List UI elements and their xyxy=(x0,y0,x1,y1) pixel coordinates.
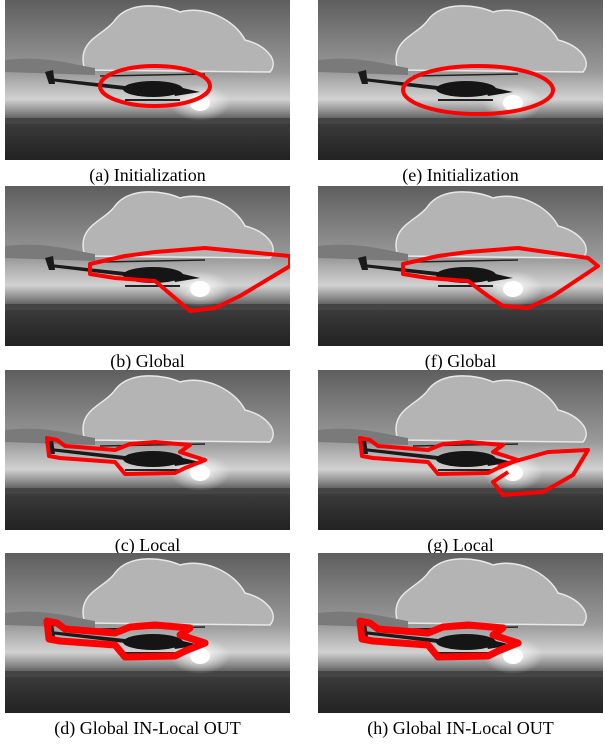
panel-image xyxy=(5,0,290,160)
caption: (g) Local xyxy=(427,535,494,555)
panel-image xyxy=(318,0,603,160)
panel: (b) Global xyxy=(5,186,290,372)
panel: (f) Global xyxy=(318,186,603,372)
caption: (e) Initialization xyxy=(402,165,519,185)
panel: (d) Global IN-Local OUT xyxy=(5,553,290,739)
caption: (b) Global xyxy=(110,351,185,371)
panel: (e) Initialization xyxy=(318,0,603,186)
caption: (c) Local xyxy=(114,535,181,555)
panel: (c) Local xyxy=(5,370,290,556)
panel: (g) Local xyxy=(318,370,603,556)
panel-image xyxy=(318,186,603,346)
panel-image xyxy=(5,186,290,346)
panel-image xyxy=(318,553,603,713)
panel-image xyxy=(5,553,290,713)
panel-image xyxy=(5,370,290,530)
panel: (a) Initialization xyxy=(5,0,290,186)
panel-image xyxy=(318,370,603,530)
caption: (f) Global xyxy=(424,351,497,371)
caption: (d) Global IN-Local OUT xyxy=(54,718,241,738)
panel: (h) Global IN-Local OUT xyxy=(318,553,603,739)
caption: (a) Initialization xyxy=(89,165,206,185)
caption: (h) Global IN-Local OUT xyxy=(367,718,554,738)
